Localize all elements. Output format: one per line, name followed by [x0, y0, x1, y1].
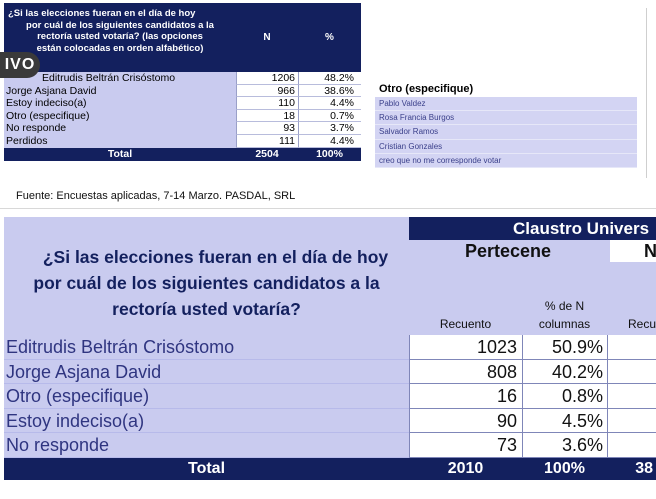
list-item: Rosa Francia Burgos [375, 111, 637, 126]
table-row: Estoy indeciso(a) 90 4.5% [4, 408, 656, 433]
total-other: 38 [635, 459, 653, 477]
table-row: Editrudis Beltrán Crisóstomo 1023 50.9% [4, 335, 656, 360]
row-n: 1206 [236, 72, 298, 85]
col-pct-header: % de N columnas [522, 262, 607, 335]
row-other [607, 408, 656, 433]
total-label: Total [187, 459, 226, 477]
row-pct: 4.4% [298, 97, 361, 110]
total-n: 2010 [447, 459, 484, 477]
other-panel-title: Otro (especifique) [375, 81, 637, 97]
row-pct: 50.9% [522, 335, 607, 360]
top-question-line4: están colocadas en orden alfabético) [36, 42, 204, 54]
row-label: Estoy indeciso(a) [4, 409, 409, 433]
row-pct: 0.8% [522, 384, 607, 409]
row-n: 966 [236, 84, 298, 98]
total-n: 2504 [255, 147, 279, 160]
top-question-line3: rectoría usted votaría? (las opciones [37, 31, 203, 42]
row-n: 16 [409, 384, 522, 409]
row-other [607, 433, 656, 458]
bottom-question-line3: rectoría usted votaría? [112, 299, 301, 319]
table-row: Otro (especifique) 16 0.8% [4, 384, 656, 409]
top-question-line1: ¿Si las elecciones fueran en el día de h… [8, 8, 196, 19]
top-col-pct-header: % [325, 32, 334, 43]
list-item: Salvador Ramos [375, 125, 637, 140]
top-table-header: ¿Si las elecciones fueran en el día de h… [4, 3, 361, 72]
row-n: 808 [409, 359, 522, 384]
top-question-line2: por cuál de los siguientes candidatos a … [26, 19, 214, 31]
row-label: Estoy indeciso(a) [6, 97, 87, 110]
total-label: Total [107, 147, 133, 160]
row-label: Otro (especifique) [4, 384, 409, 409]
col-recuento2-header: Recu [627, 317, 656, 331]
row-n: 73 [409, 433, 522, 458]
col-pct-line1: % de N [544, 299, 585, 313]
row-label: Editrudis Beltrán Crisóstomo [4, 335, 409, 360]
col-pct-line2: columnas [538, 317, 591, 331]
top-table-body: Editrudis Beltrán Crisóstomo 1206 48.2% … [4, 72, 361, 161]
row-pct: 48.2% [298, 72, 361, 85]
top-col-n-header: N [263, 32, 271, 43]
table-row: Otro (especifique) 18 0.7% [4, 109, 361, 123]
top-results-table: ¿Si las elecciones fueran en el día de h… [4, 3, 361, 180]
row-label: Editrudis Beltrán Crisóstomo [42, 72, 176, 84]
row-label: Perdidos [6, 134, 48, 147]
table-row: No responde 93 3.7% [4, 122, 361, 135]
divider [646, 8, 647, 178]
total-pct: 100% [544, 459, 585, 477]
bottom-question-line2: por cuál de los siguientes candidatos a … [33, 273, 380, 293]
other-specify-panel: Otro (especifique) Pablo Valdez Rosa Fra… [375, 81, 637, 182]
top-question-header: ¿Si las elecciones fueran en el día de h… [4, 3, 236, 72]
group-header: Claustro Univers [409, 217, 656, 240]
table-row: Editrudis Beltrán Crisóstomo 1206 48.2% [4, 72, 361, 85]
bottom-results-table: Claustro Univers ¿Si las elecciones fuer… [4, 217, 656, 480]
row-n: 18 [236, 109, 298, 123]
no-pertenece-header: No [610, 240, 656, 262]
row-other [607, 384, 656, 409]
bottom-table-body: Editrudis Beltrán Crisóstomo 1023 50.9% … [4, 335, 656, 480]
row-other [607, 335, 656, 360]
row-n: 90 [409, 408, 522, 433]
bottom-total-row: Total 2010 100% 38 [4, 457, 656, 480]
divider [0, 208, 656, 209]
row-n: 111 [236, 134, 298, 148]
bottom-question-header: ¿Si las elecciones fueran en el día de h… [4, 240, 409, 335]
table-row: Jorge Asjana David 808 40.2% [4, 359, 656, 384]
row-label: No responde [4, 433, 409, 458]
row-pct: 3.7% [298, 122, 361, 135]
table-row: No responde 73 3.6% [4, 433, 656, 458]
row-n: 93 [236, 122, 298, 135]
row-label: No responde [6, 122, 67, 135]
total-pct: 100% [316, 147, 343, 160]
list-item: creo que no me corresponde votar [375, 153, 637, 168]
ivo-badge: IVO [0, 52, 40, 78]
row-pct: 4.5% [522, 408, 607, 433]
list-item: Cristian Gonzales [375, 139, 637, 154]
row-n: 110 [236, 97, 298, 110]
row-pct: 0.7% [298, 109, 361, 123]
top-total-row: Total 2504 100% [4, 147, 361, 161]
row-label: Jorge Asjana David [4, 360, 409, 384]
table-row: Jorge Asjana David 966 38.6% [4, 84, 361, 98]
bottom-question-line1: ¿Si las elecciones fueran en el día de h… [42, 247, 389, 267]
row-pct: 40.2% [522, 359, 607, 384]
row-other [607, 359, 656, 384]
row-pct: 38.6% [298, 84, 361, 98]
table-row: Estoy indeciso(a) 110 4.4% [4, 97, 361, 110]
row-label: Otro (especifique) [6, 109, 90, 122]
pertenece-header: Pertecene [409, 240, 607, 262]
row-label: Jorge Asjana David [6, 84, 97, 97]
table-row: Perdidos 111 4.4% [4, 134, 361, 148]
row-pct: 4.4% [298, 134, 361, 148]
bottom-subheaders: Recuento % de N columnas Recu [409, 262, 656, 335]
row-pct: 3.6% [522, 433, 607, 458]
col-recuento-header: Recuento [439, 317, 492, 331]
list-item: Pablo Valdez [375, 97, 637, 112]
source-note: Fuente: Encuestas aplicadas, 7-14 Marzo.… [16, 190, 296, 202]
row-n: 1023 [409, 335, 522, 360]
